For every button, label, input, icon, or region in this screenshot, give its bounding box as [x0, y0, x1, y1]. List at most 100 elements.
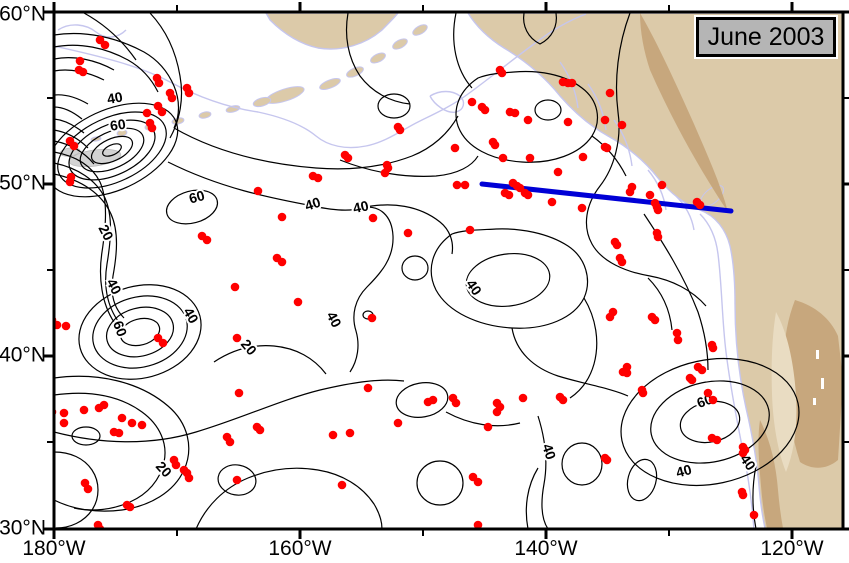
contour-line — [54, 44, 159, 93]
drifter-dot — [563, 117, 573, 127]
drifter-dot — [125, 502, 135, 512]
drifter-dot — [622, 368, 632, 378]
snow-patch — [816, 350, 819, 359]
coastline — [54, 13, 587, 149]
contour-ring — [395, 382, 449, 418]
contour-ring — [57, 111, 167, 189]
drifter-dot — [712, 435, 722, 445]
drifter-dot — [608, 307, 618, 317]
drifter-dot — [617, 257, 627, 267]
contour-line — [173, 115, 459, 170]
drifter-dot — [225, 437, 235, 447]
drifter-dot — [523, 190, 533, 200]
contour-line — [511, 327, 629, 397]
contour-ring — [79, 127, 145, 173]
contour-label: 40 — [303, 194, 323, 214]
drifter-dot — [59, 408, 69, 418]
drifter-dot — [127, 418, 137, 428]
coastline — [57, 24, 127, 38]
drifter-dot — [605, 88, 615, 98]
drifter-dot — [687, 375, 697, 385]
drifter-dot — [480, 105, 490, 115]
drifter-dot — [137, 420, 147, 430]
contour-ring — [92, 295, 188, 369]
drifter-dot — [363, 383, 373, 393]
drifter-dot — [627, 182, 637, 192]
drifter-dot — [147, 123, 157, 133]
contour-ring — [626, 458, 658, 502]
drifter-dot — [697, 365, 707, 375]
drifter-dot — [553, 167, 563, 177]
contour-line — [195, 467, 383, 529]
snow-patch — [813, 398, 816, 405]
drifter-dot — [738, 490, 748, 500]
aleutian-island — [319, 77, 341, 91]
contour-ring — [620, 357, 800, 487]
drifter-dot — [452, 180, 462, 190]
contour-line — [339, 155, 479, 177]
drifter-dot — [142, 108, 152, 118]
drifter-dot — [653, 232, 663, 242]
contour-line — [455, 70, 599, 163]
drifter-dot — [202, 235, 212, 245]
drifter-dot — [313, 173, 323, 183]
contour-label: 40 — [106, 88, 124, 106]
drifter-dot — [467, 97, 477, 107]
contour-line — [523, 12, 557, 45]
drifter-dot — [650, 315, 660, 325]
drifter-dot — [558, 395, 568, 405]
drifter-dot — [577, 203, 587, 213]
x-axis-label: 120°W — [760, 537, 823, 560]
coastline — [613, 119, 633, 167]
contour-label: 40 — [674, 461, 693, 481]
coastline — [647, 169, 667, 211]
drifter-dot — [393, 418, 403, 428]
contour-label: 60 — [187, 187, 206, 207]
contour-line — [149, 12, 183, 139]
drifter-dot — [504, 190, 514, 200]
drifter-dot — [638, 388, 648, 398]
drifter-dot — [367, 313, 377, 323]
contour-ring — [377, 93, 411, 119]
drifter-dot — [510, 108, 520, 118]
x-axis-label: 180°W — [22, 537, 85, 560]
drifter-dot — [525, 153, 535, 163]
contour-line — [430, 228, 589, 329]
terrain-shading — [640, 13, 728, 212]
contour-ring — [90, 135, 134, 165]
drifter-dot — [617, 120, 627, 130]
contour-line — [54, 32, 180, 129]
drifter-dot — [154, 78, 164, 88]
contour-ring — [561, 442, 603, 486]
drifter-dot — [232, 333, 242, 343]
drifter-dot — [451, 398, 461, 408]
drifter-dot — [657, 180, 667, 190]
drifter-dot — [602, 143, 612, 153]
snow-patch — [821, 378, 824, 389]
drifter-dot — [255, 425, 265, 435]
contour-ring — [465, 252, 551, 308]
drifter-dot — [518, 393, 528, 403]
drifter-dot — [523, 115, 533, 125]
drifter-dot — [653, 205, 663, 215]
contour-line — [54, 94, 89, 105]
contour-line — [213, 345, 327, 375]
drifter-dot — [114, 428, 124, 438]
y-axis-label: 50°N — [0, 172, 46, 195]
drifter-dot — [75, 56, 85, 66]
drifter-dot — [383, 163, 393, 173]
terrain-shading — [758, 420, 784, 529]
drifter-dot — [492, 407, 502, 417]
contour-label: 40 — [351, 197, 370, 216]
date-label-box: June 2003 — [696, 17, 836, 57]
aleutian-island — [346, 66, 364, 78]
contour-line — [54, 379, 405, 443]
map-frame — [52, 10, 845, 531]
drifter-dot — [61, 321, 71, 331]
drifter-dot — [171, 460, 181, 470]
drifter-dot — [600, 115, 610, 125]
drifter-dot — [293, 297, 303, 307]
drifter-dot — [54, 320, 62, 330]
drifter-dot — [473, 520, 483, 529]
